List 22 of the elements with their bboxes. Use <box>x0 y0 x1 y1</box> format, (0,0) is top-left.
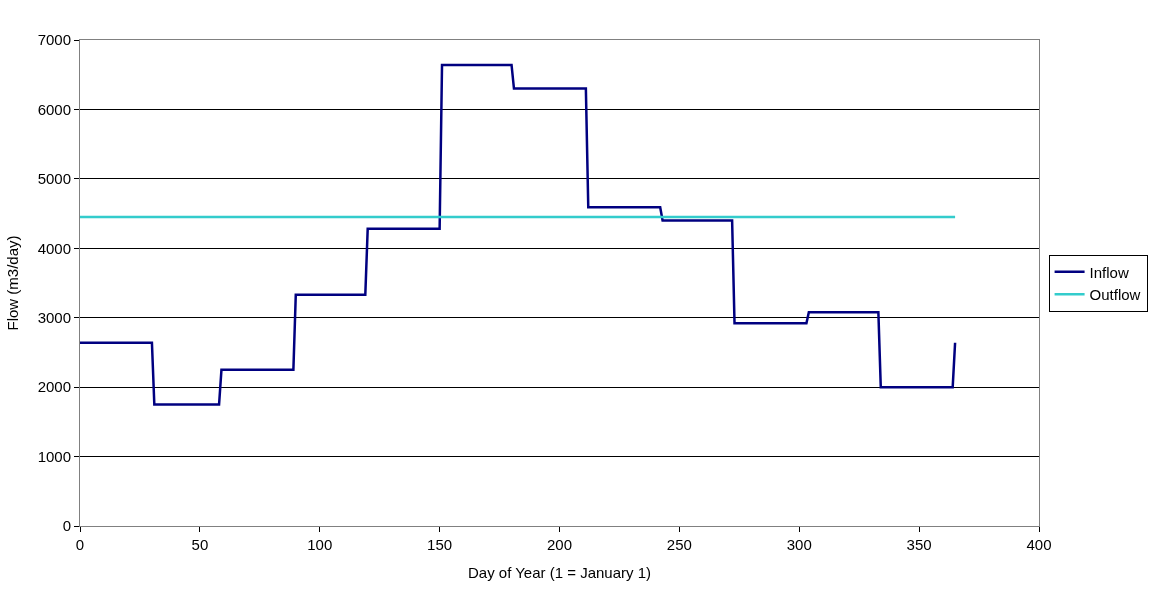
y-axis-title: Flow (m3/day) <box>3 235 21 331</box>
y-tick-label: 0 <box>62 517 71 535</box>
x-tick-label: 300 <box>786 536 812 553</box>
line-series <box>80 63 957 406</box>
y-tick-label: 2000 <box>37 378 71 396</box>
x-tick-label: 50 <box>191 536 209 553</box>
x-tick-label: 200 <box>546 536 573 553</box>
y-tick-label: 3000 <box>37 308 71 326</box>
y-tick-label: 7000 <box>37 31 71 49</box>
y-tick-label: 6000 <box>37 100 71 118</box>
x-tick-label: 100 <box>307 536 333 553</box>
legend-label: Outflow <box>1089 286 1141 304</box>
x-tick-label: 250 <box>666 536 692 553</box>
y-tick-label: 4000 <box>37 239 71 257</box>
x-tick-label: 400 <box>1026 536 1052 553</box>
x-axis-title: Day of Year (1 = January 1) <box>467 564 652 581</box>
x-tick-label: 350 <box>906 536 932 553</box>
legend-label: Inflow <box>1089 263 1129 281</box>
x-tick-label: 0 <box>75 536 85 553</box>
x-tick-label: 150 <box>427 536 453 553</box>
y-tick-label: 5000 <box>37 170 71 188</box>
y-tick-label: 1000 <box>37 447 71 465</box>
